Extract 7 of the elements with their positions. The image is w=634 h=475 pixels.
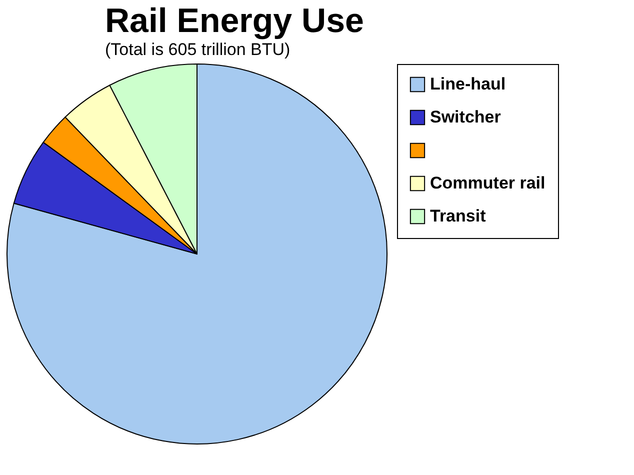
chart-title: Rail Energy Use	[105, 2, 364, 40]
pie-slice	[6, 64, 388, 444]
chart-subtitle: (Total is 605 trillion BTU)	[105, 40, 290, 59]
legend-label: Transit	[430, 206, 486, 226]
legend-label: Switcher	[430, 108, 502, 126]
legend-label: Commuter rail	[430, 174, 546, 192]
legend-label: Line-haul	[430, 74, 506, 94]
